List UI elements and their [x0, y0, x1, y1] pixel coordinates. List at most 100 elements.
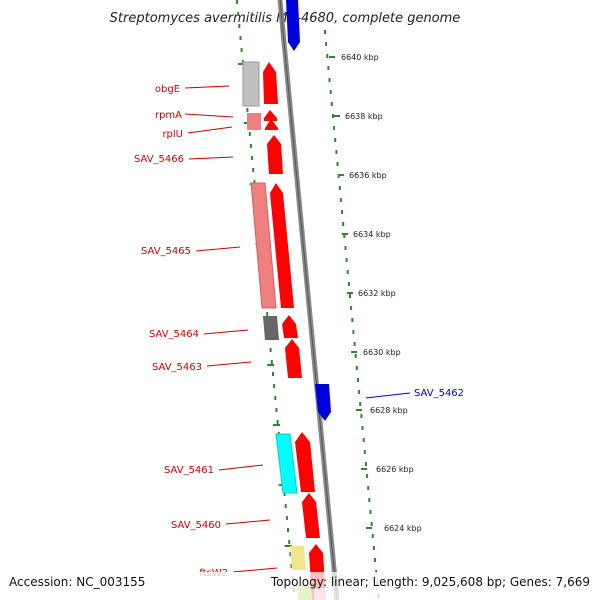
gene-label-sav5463[interactable]: SAV_5463	[152, 362, 202, 373]
track-dot	[240, 48, 243, 52]
track-dot	[270, 360, 273, 364]
gene-arrow-sav5464[interactable]	[282, 315, 298, 338]
tick-label-6636: 6636 kbp	[349, 171, 387, 180]
summary-text: Topology: linear; Length: 9,025,608 bp; …	[270, 575, 590, 589]
track-dot	[275, 408, 278, 412]
track-dot	[352, 330, 355, 334]
track-dot	[248, 132, 251, 136]
track-dot	[342, 222, 345, 226]
cog-box-obge	[242, 61, 260, 107]
gene-arrow-rpma[interactable]	[264, 110, 277, 121]
track-dot	[274, 396, 277, 400]
track-dot	[367, 486, 370, 490]
track-dot	[333, 126, 336, 130]
track-dot	[357, 378, 359, 382]
gene-label-sav5462[interactable]: SAV_5462	[414, 388, 464, 399]
gene-arrow-sav5466[interactable]	[267, 135, 283, 174]
track-dot	[366, 474, 369, 478]
gene-arrow-obge[interactable]	[263, 62, 278, 104]
track-dot	[335, 150, 338, 154]
track-dot	[328, 78, 331, 82]
track-dot	[345, 258, 348, 262]
gene-arrow-sav5462[interactable]	[315, 384, 331, 421]
track-dot	[346, 270, 349, 274]
track-dot	[354, 354, 357, 358]
footer-bg	[0, 572, 600, 600]
track-dot	[253, 180, 256, 184]
track-dot	[358, 390, 361, 394]
track-dot	[353, 342, 356, 346]
track-dot	[266, 312, 269, 316]
track-dot	[355, 366, 358, 370]
track-dot	[372, 546, 375, 550]
track-dot	[329, 90, 332, 94]
map-title: Streptomyces avermitilis MA-4680, comple…	[110, 11, 461, 26]
tick-label-6630: 6630 kbp	[363, 348, 401, 357]
gene-label-sav5465[interactable]: SAV_5465	[141, 246, 191, 257]
gene-arrow-sav5463[interactable]	[285, 339, 302, 378]
tick-label-6624: 6624 kbp	[384, 524, 422, 533]
track-dot	[252, 168, 255, 172]
track-dot	[251, 156, 254, 160]
track-dot	[363, 450, 366, 454]
track-dot	[288, 540, 291, 544]
track-dot	[362, 438, 365, 442]
tick-label-6628: 6628 kbp	[370, 406, 408, 415]
track-dot	[368, 498, 371, 502]
track-dot	[330, 102, 333, 106]
gene-label-rplu[interactable]: rplU	[162, 129, 183, 140]
track-dot	[369, 510, 372, 514]
gene-label-sav5466[interactable]: SAV_5466	[134, 154, 184, 165]
tick-label-6634: 6634 kbp	[353, 230, 391, 239]
gene-label-sav5461[interactable]: SAV_5461	[164, 465, 214, 476]
track-dot	[344, 246, 347, 250]
track-dot	[238, 24, 241, 28]
gene-arrow-sav5460[interactable]	[302, 493, 320, 538]
track-dot	[364, 462, 367, 466]
track-tick	[238, 63, 246, 65]
track-dot	[350, 306, 353, 310]
track-dot	[341, 210, 344, 214]
cog-box-rpma	[247, 113, 261, 122]
tick-label-6626: 6626 kbp	[376, 465, 414, 474]
gene-label-sav5460[interactable]: SAV_5460	[171, 520, 221, 531]
track-dot	[273, 384, 276, 388]
track-dot	[237, 12, 240, 16]
track-tick	[284, 545, 292, 547]
tick-label-6638: 6638 kbp	[345, 112, 383, 121]
track-dot	[325, 42, 328, 46]
track-dot	[290, 564, 293, 568]
accession-text: Accession: NC_003155	[9, 575, 145, 589]
gene-arrow-sav5461[interactable]	[295, 432, 315, 492]
gene-labels: obgE rpmA rplU SAV_5466 SAV_5465 SAV_546…	[134, 84, 464, 579]
track-dot	[361, 426, 364, 430]
track-dot	[269, 348, 272, 352]
gene-arrow-rplu[interactable]	[265, 119, 278, 130]
track-dot	[371, 534, 374, 538]
track-dot	[284, 504, 287, 508]
track-dot	[326, 54, 329, 58]
track-dot	[246, 108, 249, 112]
track-dot	[332, 114, 334, 118]
gene-label-rpma[interactable]: rpmA	[155, 110, 182, 121]
genome-backbone	[277, 0, 340, 600]
track-dot	[351, 318, 354, 322]
track-dot	[276, 420, 279, 424]
cog-box-sav5465	[250, 182, 277, 309]
track-dot	[236, 0, 238, 4]
gene-label-sav5464[interactable]: SAV_5464	[149, 329, 199, 340]
gene-label-obge[interactable]: obgE	[155, 84, 180, 95]
track-dot	[334, 138, 337, 142]
track-dot	[287, 528, 289, 532]
scale-ticks: 6640 kbp 6638 kbp 6636 kbp 6634 kbp 6632…	[329, 53, 422, 533]
track-dot	[336, 162, 339, 166]
track-dot	[374, 558, 376, 562]
track-dot	[283, 492, 286, 496]
track-dot	[359, 402, 362, 406]
track-dot	[324, 30, 326, 34]
cog-box-rplu	[247, 121, 261, 130]
cog-box-ftsw2	[290, 546, 306, 570]
gene-arrow-sav5465[interactable]	[270, 183, 294, 308]
gene-arrow-top-reverse[interactable]	[286, 0, 300, 51]
